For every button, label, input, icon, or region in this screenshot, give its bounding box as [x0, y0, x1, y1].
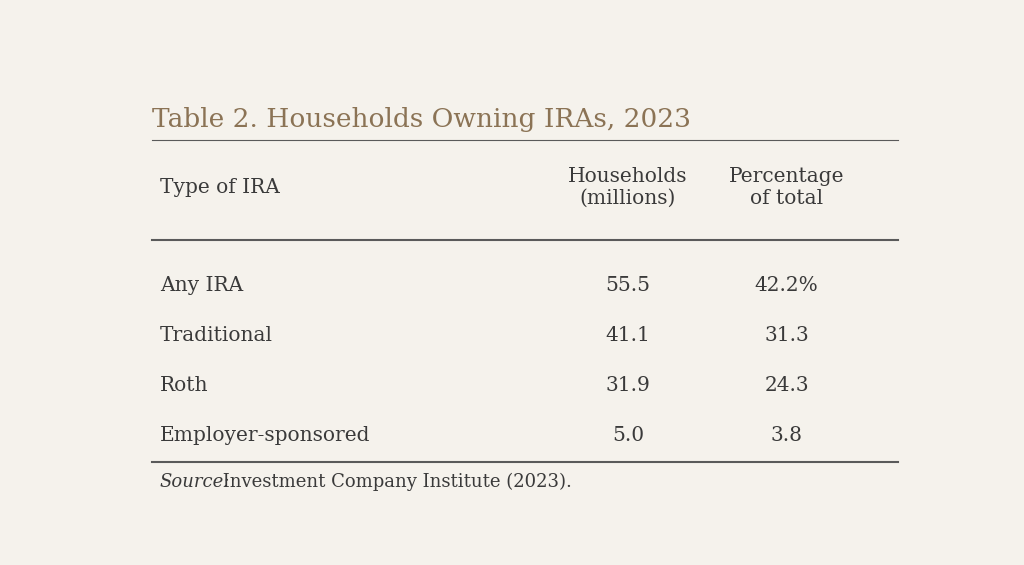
Text: Percentage
of total: Percentage of total: [729, 167, 845, 208]
Text: 41.1: 41.1: [605, 326, 650, 345]
Text: 31.3: 31.3: [764, 326, 809, 345]
Text: 55.5: 55.5: [605, 276, 650, 295]
Text: 42.2%: 42.2%: [755, 276, 818, 295]
Text: Employer-sponsored: Employer-sponsored: [160, 426, 371, 445]
Text: Table 2. Households Owning IRAs, 2023: Table 2. Households Owning IRAs, 2023: [152, 107, 691, 132]
Text: 24.3: 24.3: [764, 376, 809, 395]
Text: Type of IRA: Type of IRA: [160, 178, 280, 197]
Text: Traditional: Traditional: [160, 326, 272, 345]
Text: Any IRA: Any IRA: [160, 276, 243, 295]
Text: Roth: Roth: [160, 376, 208, 395]
Text: Households
(millions): Households (millions): [568, 167, 688, 208]
Text: 3.8: 3.8: [771, 426, 803, 445]
Text: Investment Company Institute (2023).: Investment Company Institute (2023).: [217, 473, 571, 491]
Text: 5.0: 5.0: [612, 426, 644, 445]
Text: 31.9: 31.9: [605, 376, 650, 395]
Text: Source:: Source:: [160, 473, 230, 491]
